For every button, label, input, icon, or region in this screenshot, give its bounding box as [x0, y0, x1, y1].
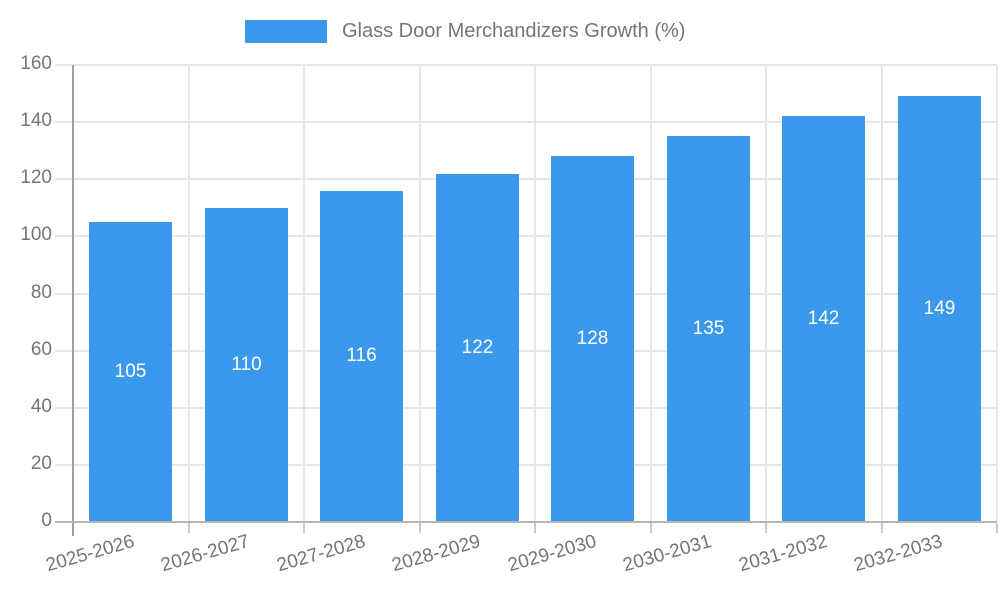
y-axis-label: 100	[20, 224, 52, 246]
y-axis-line	[72, 65, 74, 536]
bar-value-label: 142	[807, 308, 840, 329]
y-gridline	[55, 121, 997, 124]
y-axis-label: 20	[30, 452, 52, 474]
bar	[205, 207, 288, 522]
y-axis-label: 40	[30, 395, 52, 417]
bar-value-label: 149	[923, 298, 956, 319]
y-gridline	[55, 349, 997, 352]
y-axis-label: 120	[20, 167, 52, 189]
x-axis-tick	[649, 523, 652, 533]
x-gridline	[996, 65, 998, 522]
bar	[551, 156, 634, 522]
bar	[782, 116, 865, 522]
x-axis-tick	[418, 523, 421, 533]
bar	[667, 136, 750, 522]
x-gridline	[880, 65, 883, 522]
x-axis-tick	[187, 523, 190, 533]
x-axis-tick	[765, 523, 767, 533]
x-gridline	[418, 65, 421, 522]
x-axis-tick	[534, 523, 536, 533]
legend-label: Glass Door Merchandizers Growth (%)	[342, 20, 686, 42]
x-gridline	[303, 65, 305, 522]
y-gridline	[55, 64, 997, 66]
bar	[89, 222, 172, 522]
legend: Glass Door Merchandizers Growth (%)	[245, 20, 685, 43]
x-axis-tick	[303, 523, 305, 533]
y-gridline	[55, 292, 997, 295]
bar-value-label: 135	[692, 318, 725, 339]
x-gridline	[765, 65, 767, 522]
y-axis-label: 60	[30, 338, 52, 360]
y-axis-label: 0	[41, 510, 52, 531]
x-axis-line	[55, 521, 997, 523]
bar	[436, 173, 519, 522]
x-gridline	[534, 65, 536, 522]
x-axis-tick	[880, 523, 883, 533]
y-gridline	[55, 178, 997, 181]
bar-value-label: 128	[576, 328, 609, 349]
x-gridline	[649, 65, 652, 522]
y-gridline	[55, 406, 997, 409]
bar-value-label: 110	[231, 354, 262, 375]
bar-value-label: 122	[461, 337, 494, 358]
y-gridline	[55, 463, 997, 466]
y-axis-label: 160	[20, 53, 52, 74]
x-axis-tick	[996, 523, 998, 533]
x-gridline	[187, 65, 190, 522]
bar-value-label: 116	[346, 345, 377, 366]
y-axis-label: 80	[30, 281, 52, 303]
y-axis-label: 140	[20, 110, 52, 132]
legend-swatch	[245, 20, 327, 43]
y-gridline	[55, 235, 997, 238]
bar	[320, 190, 403, 522]
bar-value-label: 105	[114, 361, 147, 382]
bar	[898, 96, 981, 522]
